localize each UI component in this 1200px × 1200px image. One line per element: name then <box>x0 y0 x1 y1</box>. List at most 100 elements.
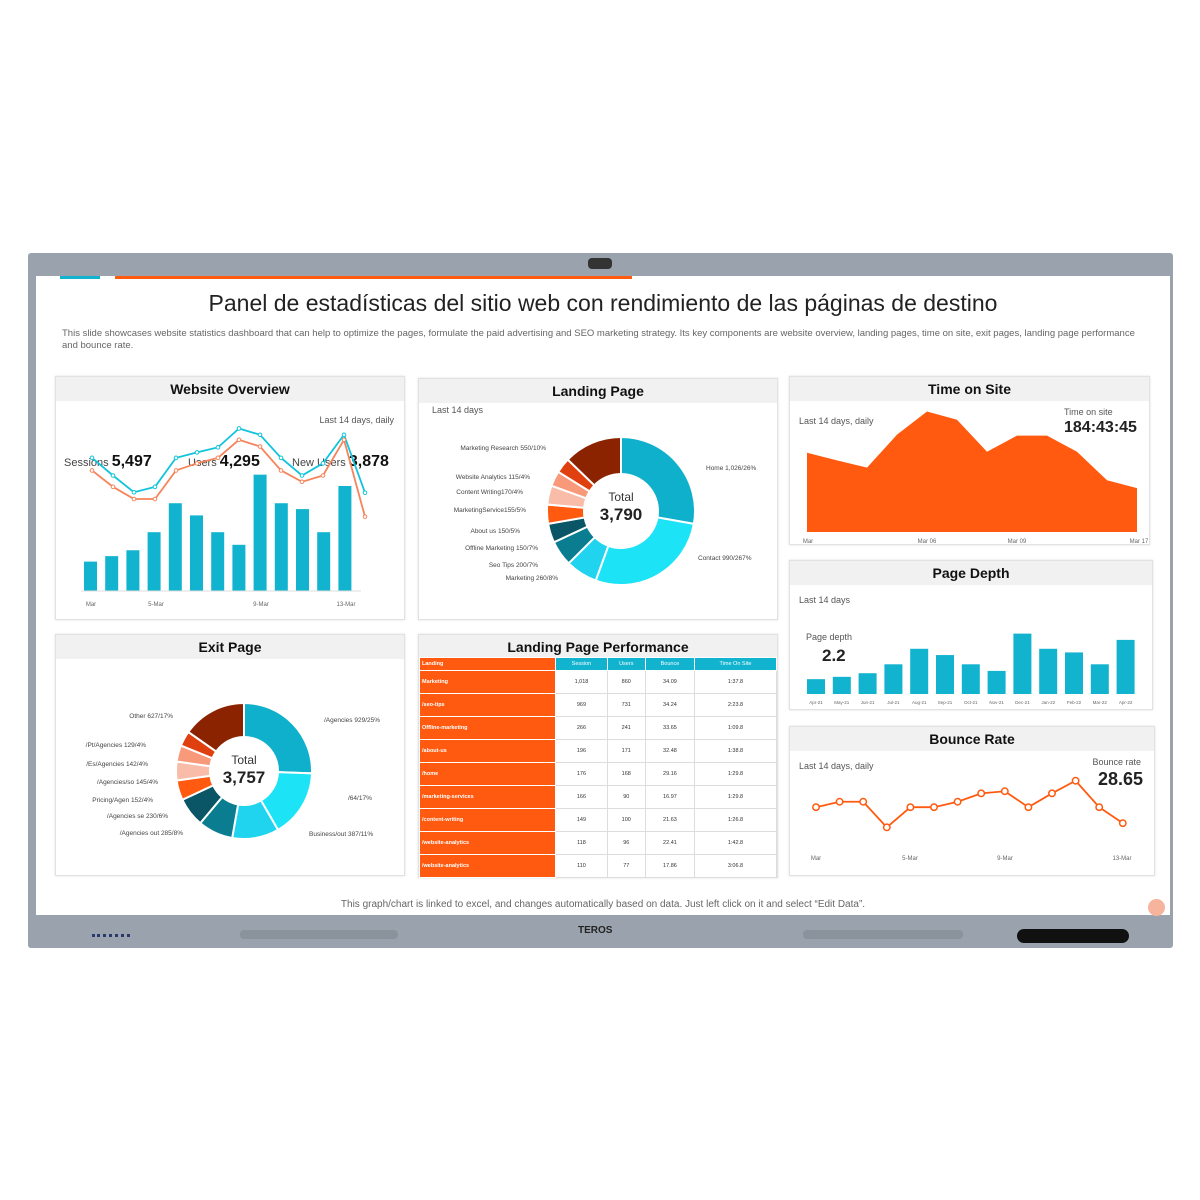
page-depth-bar <box>987 670 1006 694</box>
x-tick-label: Mar <box>803 539 813 545</box>
x-tick-label: Aug-21 <box>912 700 927 705</box>
slice-label: Website Analytics 115/4% <box>455 474 530 481</box>
page-depth-bar <box>832 676 851 694</box>
panel-title: Exit Page <box>56 635 404 659</box>
x-tick-label: Jul-21 <box>887 700 900 705</box>
column-header[interactable]: Landing <box>418 657 557 671</box>
panel-title: Landing Page <box>419 379 777 403</box>
overview-point <box>341 432 347 438</box>
table-cell: 33.65 <box>644 716 695 740</box>
kpi-label: Page depth <box>806 632 853 642</box>
table-cell: /seo-tips <box>418 693 557 717</box>
website-overview-panel: Website Overview Last 14 days, daily Ses… <box>55 376 405 620</box>
period-label: Last 14 days, daily <box>799 416 874 426</box>
slice-label: Business/out 387/11% <box>309 831 374 838</box>
overview-point <box>131 490 137 495</box>
bounce-point <box>882 823 891 832</box>
donut-total: 3,757 <box>222 768 266 787</box>
overview-point <box>299 479 305 485</box>
overview-bar <box>274 503 288 591</box>
page-depth-bar <box>961 664 980 694</box>
overview-point <box>110 473 116 478</box>
time-on-site-value: 184:43:45 <box>1064 419 1137 436</box>
bounce-line <box>815 779 1124 829</box>
column-header[interactable]: Session <box>555 657 608 671</box>
column-header[interactable]: Users <box>606 657 646 671</box>
overview-point <box>362 490 368 496</box>
table-row: Offline-marketing 266 241 33.65 1:09.8 <box>418 716 778 740</box>
table-cell: 96 <box>606 831 646 855</box>
table-cell: 100 <box>606 808 646 832</box>
x-tick-label: 5-Mar <box>902 856 918 862</box>
x-tick-label: 13-Mar <box>1112 856 1131 862</box>
table-cell: /content-writing <box>418 808 557 832</box>
orange-dot-decoration <box>1148 899 1165 916</box>
table-cell: 1:26.8 <box>693 808 778 832</box>
column-header[interactable]: Bounce <box>644 657 695 671</box>
overview-point <box>89 455 95 461</box>
exit-page-panel: Exit Page Total 3,757 /Agencies 929/25% /… <box>55 634 405 876</box>
bounce-point <box>1048 789 1056 798</box>
overview-point <box>131 496 137 502</box>
overview-point <box>320 473 326 478</box>
overview-point <box>194 450 200 455</box>
table-cell: 1:29.8 <box>693 785 778 809</box>
overview-bar <box>232 544 246 591</box>
panel-title: Page Depth <box>790 561 1152 585</box>
slice-label: /Agencies/so 145/4% <box>96 779 158 786</box>
table-cell: 1:38.8 <box>693 739 778 763</box>
camera-icon <box>588 258 612 269</box>
table-cell: /home <box>418 762 557 786</box>
front-panel-buttons[interactable] <box>1017 929 1129 943</box>
table-cell: 110 <box>555 854 608 878</box>
table-cell: 266 <box>555 716 608 740</box>
slice-label: /Es/Agencies 142/4% <box>86 761 148 768</box>
accent-bar-orange <box>115 276 632 279</box>
bounce-point <box>1118 819 1127 828</box>
overview-point <box>257 444 263 449</box>
performance-table: Landing Session Users Bounce Time On Site Ma… <box>418 657 778 878</box>
slice-label: /Agencies 929/25% <box>324 717 381 724</box>
x-tick-label: 5-Mar <box>148 602 164 608</box>
x-tick-label: Dec-21 <box>1015 700 1030 705</box>
table-cell: 241 <box>606 716 646 740</box>
landing-donut <box>546 435 696 586</box>
table-cell: 21.63 <box>644 808 695 832</box>
table-cell: 171 <box>606 739 646 763</box>
table-cell: 17.86 <box>644 854 695 878</box>
kpi-label: Time on site <box>1064 407 1113 417</box>
page-depth-bar <box>910 648 929 694</box>
overview-point <box>152 484 158 490</box>
x-tick-label: 9-Mar <box>253 602 269 608</box>
period-label: Last 14 days, daily <box>799 761 874 771</box>
column-header[interactable]: Time On Site <box>693 657 778 671</box>
bounce-point <box>906 803 915 812</box>
landing-slice <box>620 435 696 526</box>
table-row: /seo-tips 969 731 34.24 2:23.8 <box>418 693 778 717</box>
overview-bar <box>338 486 352 591</box>
table-cell: 1:09.8 <box>693 716 778 740</box>
sessions-kpi: Sessions 5,497 <box>64 453 152 470</box>
overview-point <box>236 437 242 443</box>
exit-donut <box>175 701 313 840</box>
page-depth-value: 2.2 <box>822 646 846 665</box>
table-row: /website-analytics 110 77 17.86 3:06.8 <box>418 854 778 878</box>
page-depth-bar <box>884 664 903 694</box>
table-cell: 196 <box>555 739 608 763</box>
x-tick-label: Apr-22 <box>1119 700 1133 705</box>
kpi-label: Bounce rate <box>1092 757 1141 767</box>
bounce-point <box>930 803 938 812</box>
overview-point <box>215 455 221 461</box>
page-depth-bar <box>1116 639 1135 694</box>
overview-bar <box>105 556 119 591</box>
panel-title: Website Overview <box>56 377 404 401</box>
footer-note: This graph/chart is linked to excel, and… <box>340 899 866 910</box>
bounce-point <box>1095 803 1104 812</box>
overview-bar <box>317 532 331 591</box>
time-on-site-panel: Time on Site Last 14 days, daily Time on… <box>789 376 1150 545</box>
page-depth-bar <box>858 673 877 694</box>
page-depth-bar <box>1039 648 1058 694</box>
table-cell: 149 <box>555 808 608 832</box>
x-tick-label: Mar 06 <box>918 539 937 545</box>
time-area-chart: Mar Mar 06 Mar 09 Mar 17 <box>803 411 1149 545</box>
